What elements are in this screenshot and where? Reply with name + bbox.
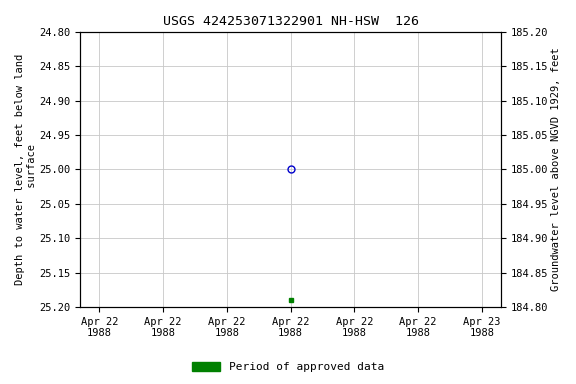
Title: USGS 424253071322901 NH-HSW  126: USGS 424253071322901 NH-HSW 126 [162,15,419,28]
Y-axis label: Depth to water level, feet below land
 surface: Depth to water level, feet below land su… [15,54,37,285]
Y-axis label: Groundwater level above NGVD 1929, feet: Groundwater level above NGVD 1929, feet [551,48,561,291]
Legend: Period of approved data: Period of approved data [188,357,388,377]
